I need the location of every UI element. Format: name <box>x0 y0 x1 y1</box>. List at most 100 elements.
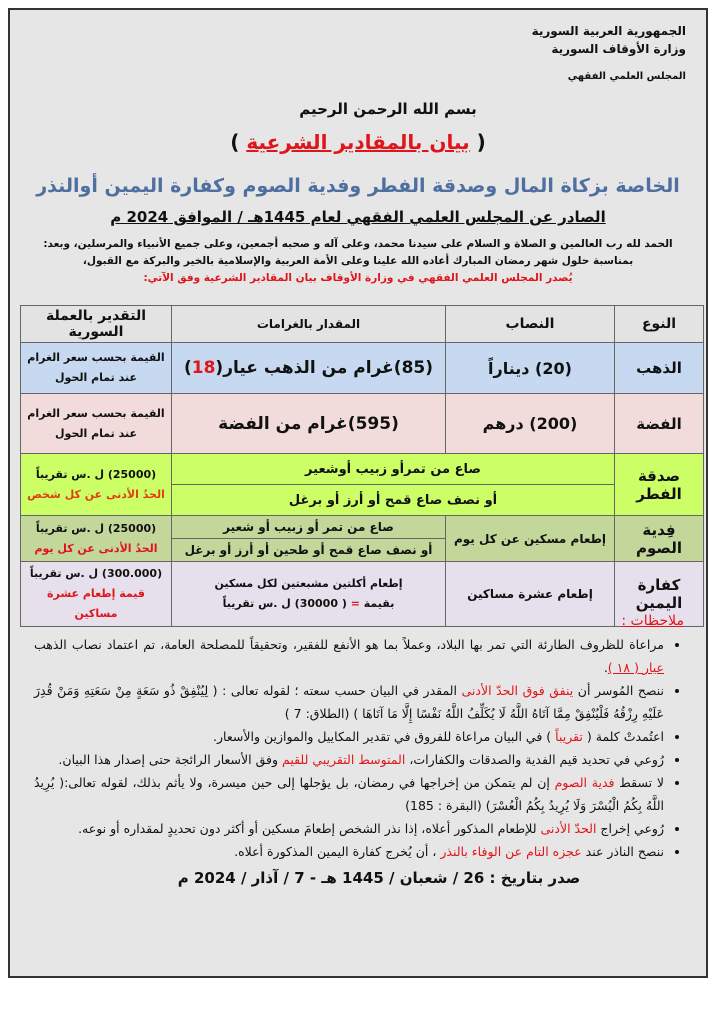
note-text: رُوعي إخراج <box>596 821 664 836</box>
note-highlight: عيار ( ١٨ ) <box>607 660 664 675</box>
cell-kind: فِدية الصوم <box>614 515 704 562</box>
table-row-fidya: فِدية الصوم إطعام مسكين عن كل يوم صاع من… <box>20 515 704 562</box>
cell-amount: أو نصف صاع قمح أو طحين أو أرز أو برغل <box>171 538 446 562</box>
cell-amount: (595)غرام من الفضة <box>171 393 446 454</box>
value-line: (300.000) ل .س تقريباً <box>29 567 163 580</box>
title-paren: ) <box>230 130 240 154</box>
notes-section: ملاحظات : مراعاة للظروف الطارئة التي تمر… <box>34 610 684 890</box>
subtitle: الخاصة بزكاة المال وصدقة الفطر وفدية الص… <box>36 175 680 197</box>
note-item: مراعاة للظروف الطارئة التي تمر بها البلا… <box>34 633 664 679</box>
issued-line: الصادر عن المجلس العلمي الفقهي لعام 1445… <box>110 208 606 226</box>
header-value: التقدير بالعملة السورية <box>20 305 172 343</box>
header-kind: النوع <box>614 305 704 343</box>
cell-nisab: (200) درهم <box>445 393 615 454</box>
table-row-fidya-2: أو نصف صاع قمح أو طحين أو أرز أو برغل <box>21 538 704 562</box>
cell-value: (300.000) ل .س تقريباً قيمة إطعام عشرة مس… <box>20 561 172 627</box>
note-text: ننصح الناذر عند <box>581 844 664 859</box>
title-paren: ( <box>476 130 486 154</box>
table-row-silver: الفضة (200) درهم (595)غرام من الفضة القي… <box>20 393 704 454</box>
cell-amount: (85)غرام من الذهب عيار(18) <box>171 342 446 394</box>
cell-amount: أو نصف صاع قمح أو أرز أو برغل <box>171 484 615 516</box>
value-line: عند تمام الحول <box>55 371 137 384</box>
header-amount: المقدار بالغرامات <box>171 305 446 343</box>
page-title: ( بيان بالمقادير الشرعية ) <box>10 130 706 154</box>
cell-value: القيمة بحسب سعر الغرام عند تمام الحول <box>20 393 172 454</box>
title-text: بيان بالمقادير الشرعية <box>246 130 470 154</box>
note-text: ) في البيان مراعاة للفروق في تقدير المكا… <box>213 729 556 744</box>
note-highlight: فدية الصوم <box>554 775 615 790</box>
notes-list: مراعاة للظروف الطارئة التي تمر بها البلا… <box>34 633 684 863</box>
cell-value: القيمة بحسب سعر الغرام عند تمام الحول <box>20 342 172 394</box>
amount-line: بقيمة = ( 30000) ل .س تقريباً <box>176 594 441 614</box>
cell-kind: الذهب <box>614 342 704 394</box>
cell-nisab: إطعام مسكين عن كل يوم <box>445 515 615 562</box>
value-line: (25000) ل .س تقريباً <box>35 521 157 535</box>
intro-line: بمناسبة حلول شهر رمضان المبارك أعاده الل… <box>82 255 634 267</box>
note-item: اعتُمدتْ كلمة ( تقريباً ) في البيان مراع… <box>34 725 664 748</box>
value-line: الحدُ الأدنى عن كل يوم <box>34 541 158 555</box>
table-row-sadaqa: صدقة الفطر صاع من تمرأو زبيب أوشعير (250… <box>20 453 704 516</box>
cell-kind: الفضة <box>614 393 704 454</box>
measures-table: النوع النصاب المقدار بالغرامات التقدير ب… <box>20 305 704 627</box>
note-highlight: عجزه التام عن الوفاء بالنذر <box>440 844 582 859</box>
intro: الحمد لله رب العالمين و الصلاة و السلام … <box>24 236 692 287</box>
note-item: لا تسقط فدية الصوم إن لم يتمكن من إخراجه… <box>34 771 664 817</box>
value-line: (25000) ل .س تقريباً <box>35 467 157 481</box>
table-row-gold: الذهب (20) ديناراً (85)غرام من الذهب عيا… <box>20 342 704 394</box>
value-line: الحدُ الأدنى عن كل شخص <box>27 487 165 501</box>
cell-value: (25000) ل .س تقريباً الحدُ الأدنى عن كل ش… <box>20 453 172 516</box>
cell-amount: صاع من تمر أو زبيب أو شعير <box>171 515 446 539</box>
note-text: ، أن يُخرج كفارة اليمين المذكورة أعلاه. <box>234 844 441 859</box>
amount-line: إطعام أكلتين مشبعتين لكل مسكين <box>214 577 403 590</box>
amount-text: (85)غرام من الذهب عيار( <box>215 358 434 378</box>
note-highlight: المتوسط التقريبي للقيم <box>282 752 406 767</box>
value-line: القيمة بحسب سعر الغرام <box>27 406 165 420</box>
header-nisab: النصاب <box>445 305 615 343</box>
document-frame: الجمهورية العربية السورية وزارة الأوقاف … <box>8 8 708 978</box>
note-highlight: ينفق فوق الحدّ الأدنى <box>461 683 574 698</box>
cell-kind: صدقة الفطر <box>614 453 704 516</box>
cell-amount: إطعام أكلتين مشبعتين لكل مسكين بقيمة = ( … <box>171 561 446 627</box>
cell-kind: كفارة اليمين <box>614 561 704 627</box>
issue-date: صدر بتاريخ : 26 / شعبان / 1445 هـ - 7 / … <box>177 869 581 887</box>
karat-value: 18 <box>191 358 216 378</box>
basmala: بسم الله الرحمن الرحيم <box>299 100 477 118</box>
value-line: عند تمام الحول <box>55 426 137 440</box>
note-text: المقدر في البيان حسب سعته ؛ لقوله تعالى … <box>34 683 664 721</box>
note-text: مراعاة للظروف الطارئة التي تمر بها البلا… <box>34 637 664 652</box>
note-item: رُوعي إخراج الحدّ الأدنى للإطعام المذكور… <box>34 817 664 840</box>
note-text: . <box>603 660 608 675</box>
cell-amount: صاع من تمرأو زبيب أوشعير <box>171 453 615 485</box>
value-line: قيمة إطعام عشرة مساكين <box>47 587 145 620</box>
note-item: ننصح الناذر عند عجزه التام عن الوفاء بال… <box>34 840 664 863</box>
note-text: للإطعام المذكور أعلاه، إذا نذر الشخص إطع… <box>78 821 541 836</box>
cell-value: (25000) ل .س تقريباً الحدُ الأدنى عن كل ي… <box>20 515 172 562</box>
table-row-sadaqa-2: أو نصف صاع قمح أو أرز أو برغل <box>21 484 704 516</box>
amount-text: ( 30000) ل .س تقريباً <box>222 597 347 610</box>
council-name: المجلس العلمي الفقهي <box>567 71 686 82</box>
note-text: وفق الأسعار الرائجة حتى إصدار هذا البيان… <box>58 752 283 767</box>
table-row-kaffara: كفارة اليمين إطعام عشرة مساكين إطعام أكل… <box>20 561 704 627</box>
value-line: القيمة بحسب سعر الغرام <box>27 351 165 364</box>
amount-text: ) <box>183 358 192 378</box>
cell-nisab: (20) ديناراً <box>445 342 615 394</box>
intro-line: الحمد لله رب العالمين و الصلاة و السلام … <box>43 238 673 250</box>
amount-text: بقيمة <box>363 597 395 610</box>
table-header: النوع النصاب المقدار بالغرامات التقدير ب… <box>20 305 704 343</box>
equals-sign: = <box>350 597 360 610</box>
note-text: اعتُمدتْ كلمة ( <box>582 729 664 744</box>
note-item: ننصح المُوسر أن ينفق فوق الحدّ الأدنى ال… <box>34 679 664 725</box>
note-highlight: تقريباً <box>555 729 583 744</box>
ministry-name: وزارة الأوقاف السورية <box>551 42 686 56</box>
letterhead: الجمهورية العربية السورية وزارة الأوقاف … <box>532 22 686 86</box>
intro-line: يُصدر المجلس العلمي الفقهي في وزارة الأو… <box>143 272 573 284</box>
country-name: الجمهورية العربية السورية <box>531 24 686 38</box>
cell-nisab: إطعام عشرة مساكين <box>445 561 615 627</box>
note-item: رُوعي في تحديد قيم الفدية والصدقات والكف… <box>34 748 664 771</box>
notes-heading: ملاحظات : <box>621 613 684 629</box>
note-text: لا تسقط <box>614 775 664 790</box>
note-text: ننصح المُوسر أن <box>573 683 664 698</box>
note-highlight: الحدّ الأدنى <box>540 821 597 836</box>
note-text: إن لم يتمكن من إخراجها في رمضان، بل يؤجل… <box>34 775 664 813</box>
note-text: رُوعي في تحديد قيم الفدية والصدقات والكف… <box>405 752 664 767</box>
